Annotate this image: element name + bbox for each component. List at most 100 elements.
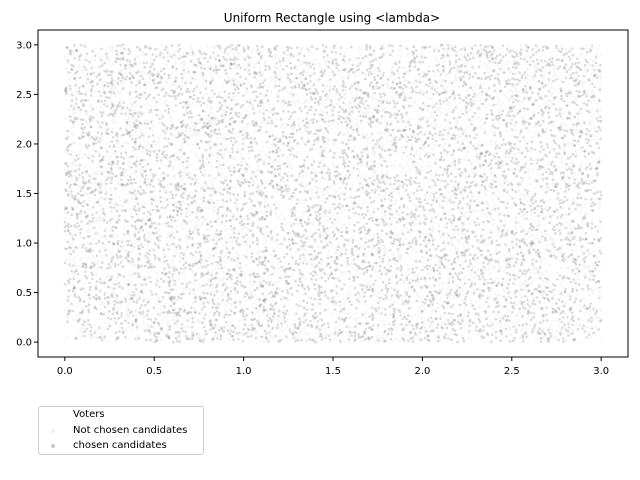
point-not-chosen-candidates (380, 228, 384, 231)
point-not-chosen-candidates (109, 48, 112, 52)
point-not-chosen-candidates (123, 227, 126, 230)
point-not-chosen-candidates (193, 132, 197, 136)
point-not-chosen-candidates (536, 282, 540, 286)
point-not-chosen-candidates (324, 146, 327, 150)
point-not-chosen-candidates (447, 268, 451, 272)
point-not-chosen-candidates (265, 230, 268, 234)
point-not-chosen-candidates (489, 320, 492, 324)
point-not-chosen-candidates (566, 143, 570, 147)
point-not-chosen-candidates (581, 221, 584, 224)
point-not-chosen-candidates (175, 86, 179, 89)
point-not-chosen-candidates (529, 281, 533, 285)
point-not-chosen-candidates (340, 226, 344, 229)
point-not-chosen-candidates (318, 65, 322, 69)
point-not-chosen-candidates (544, 101, 547, 105)
point-not-chosen-candidates (592, 250, 595, 253)
point-not-chosen-candidates (427, 96, 431, 100)
point-not-chosen-candidates (209, 75, 213, 79)
point-not-chosen-candidates (115, 114, 118, 117)
point-not-chosen-candidates (474, 208, 478, 212)
point-not-chosen-candidates (343, 208, 346, 212)
point-not-chosen-candidates (542, 117, 546, 120)
point-not-chosen-candidates (494, 292, 498, 295)
point-not-chosen-candidates (377, 291, 381, 294)
point-not-chosen-candidates (550, 82, 554, 85)
point-not-chosen-candidates (393, 263, 397, 267)
point-not-chosen-candidates (183, 286, 186, 290)
point-not-chosen-candidates (80, 235, 83, 239)
point-not-chosen-candidates (475, 226, 479, 230)
point-not-chosen-candidates (91, 181, 94, 185)
point-not-chosen-candidates (332, 268, 335, 271)
point-not-chosen-candidates (221, 127, 224, 130)
point-not-chosen-candidates (349, 285, 352, 288)
point-not-chosen-candidates (491, 222, 495, 226)
point-not-chosen-candidates (451, 293, 454, 296)
point-not-chosen-candidates (596, 102, 600, 106)
point-not-chosen-candidates (509, 253, 513, 256)
point-not-chosen-candidates (567, 293, 570, 297)
point-not-chosen-candidates (427, 272, 431, 276)
point-not-chosen-candidates (578, 154, 581, 158)
point-not-chosen-candidates (74, 46, 78, 50)
point-not-chosen-candidates (356, 316, 360, 320)
point-not-chosen-candidates (501, 280, 505, 283)
points-layer (63, 43, 603, 344)
point-not-chosen-candidates (251, 99, 255, 103)
point-not-chosen-candidates (448, 278, 451, 282)
point-not-chosen-candidates (166, 313, 169, 317)
point-not-chosen-candidates (279, 99, 283, 103)
point-not-chosen-candidates (236, 144, 239, 148)
point-not-chosen-candidates (180, 305, 183, 309)
point-not-chosen-candidates (269, 108, 273, 111)
point-not-chosen-candidates (79, 133, 82, 137)
point-not-chosen-candidates (244, 125, 248, 129)
point-not-chosen-candidates (150, 275, 153, 279)
point-not-chosen-candidates (152, 76, 156, 80)
point-not-chosen-candidates (430, 192, 433, 195)
point-not-chosen-candidates (438, 106, 442, 109)
point-not-chosen-candidates (445, 85, 449, 88)
point-not-chosen-candidates (480, 117, 484, 120)
point-not-chosen-candidates (385, 139, 389, 142)
point-not-chosen-candidates (301, 174, 305, 178)
point-not-chosen-candidates (273, 281, 276, 285)
point-not-chosen-candidates (245, 89, 249, 93)
point-not-chosen-candidates (124, 193, 127, 196)
point-not-chosen-candidates (163, 133, 166, 137)
point-not-chosen-candidates (129, 279, 133, 283)
point-not-chosen-candidates (534, 221, 537, 224)
point-not-chosen-candidates (333, 327, 337, 331)
point-not-chosen-candidates (103, 326, 106, 330)
point-not-chosen-candidates (496, 322, 500, 325)
point-not-chosen-candidates (591, 218, 594, 222)
point-not-chosen-candidates (452, 79, 456, 82)
point-not-chosen-candidates (125, 154, 129, 158)
point-not-chosen-candidates (494, 204, 498, 207)
point-not-chosen-candidates (415, 109, 418, 113)
point-not-chosen-candidates (406, 140, 409, 144)
point-not-chosen-candidates (416, 334, 420, 337)
point-not-chosen-candidates (196, 287, 200, 291)
point-not-chosen-candidates (73, 318, 76, 322)
point-not-chosen-candidates (358, 86, 362, 90)
point-not-chosen-candidates (491, 234, 495, 238)
point-not-chosen-candidates (93, 47, 97, 50)
point-not-chosen-candidates (574, 250, 578, 253)
point-not-chosen-candidates (180, 215, 183, 218)
point-not-chosen-candidates (221, 223, 224, 227)
point-not-chosen-candidates (557, 254, 560, 258)
point-not-chosen-candidates (91, 167, 95, 171)
point-not-chosen-candidates (500, 336, 504, 340)
point-not-chosen-candidates (167, 201, 171, 204)
point-not-chosen-candidates (376, 131, 379, 134)
point-not-chosen-candidates (270, 143, 273, 146)
point-not-chosen-candidates (451, 196, 454, 200)
point-not-chosen-candidates (529, 323, 532, 327)
point-not-chosen-candidates (455, 284, 459, 287)
point-not-chosen-candidates (279, 81, 283, 84)
point-not-chosen-candidates (403, 79, 407, 83)
point-not-chosen-candidates (507, 198, 510, 201)
point-not-chosen-candidates (307, 45, 311, 48)
point-not-chosen-candidates (551, 303, 554, 306)
